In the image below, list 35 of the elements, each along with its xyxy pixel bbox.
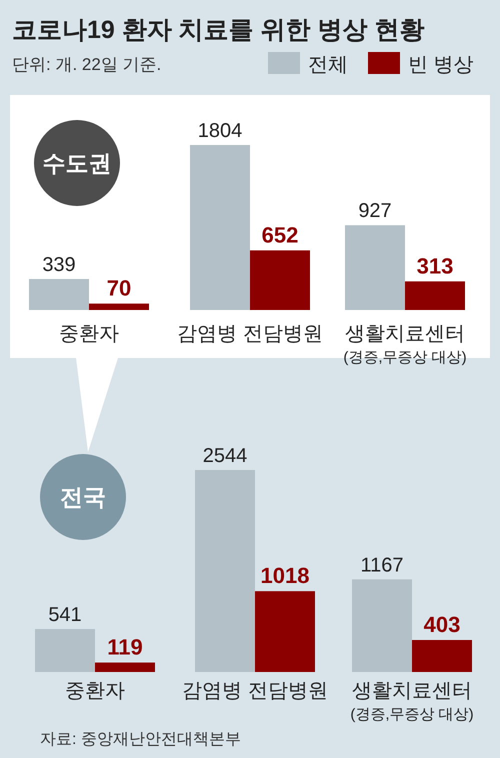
x-tick-label: 생활치료센터 (경증,무증상 대상) — [350, 680, 474, 723]
data-label: 1804 — [198, 120, 242, 142]
data-label: 1167 — [360, 554, 404, 576]
bar — [405, 281, 465, 310]
data-label: 70 — [106, 276, 132, 301]
bar — [35, 629, 95, 672]
bar — [195, 470, 255, 672]
x-tick-label: 중환자 — [59, 323, 119, 345]
chart-title: 코로나19 환자 치료를 위한 병상 현황 — [12, 16, 425, 44]
x-tick-label: 감염병 전담병원 — [177, 323, 323, 345]
data-label: 339 — [42, 254, 76, 276]
legend-label: 빈 병상 — [408, 54, 474, 76]
x-tick-label: 중환자 — [65, 680, 125, 702]
bar — [89, 304, 149, 310]
bar — [95, 662, 155, 672]
x-tick-label: 감염병 전담병원 — [182, 680, 328, 702]
bar — [412, 640, 472, 672]
data-label: 1018 — [260, 563, 310, 588]
x-tick-label: 생활치료센터 (경증,무증상 대상) — [343, 323, 467, 366]
annotation: 수도권 — [42, 150, 112, 176]
text: 자료: 중앙재난안전대책본부 — [40, 731, 241, 748]
data-label: 119 — [107, 634, 143, 660]
annotation: 전국 — [60, 484, 106, 510]
bar — [29, 278, 89, 310]
data-label: 541 — [48, 604, 82, 626]
legend-label: 전체 — [308, 54, 348, 76]
bar — [345, 225, 405, 310]
bar — [255, 591, 315, 672]
data-label: 313 — [416, 253, 454, 278]
data-label: 403 — [424, 612, 460, 637]
data-label: 652 — [262, 222, 298, 248]
chart-subtitle: 단위: 개. 22일 기준. — [12, 55, 162, 74]
bar — [352, 579, 412, 672]
data-label: 2544 — [202, 445, 248, 467]
data-label: 927 — [358, 200, 392, 222]
